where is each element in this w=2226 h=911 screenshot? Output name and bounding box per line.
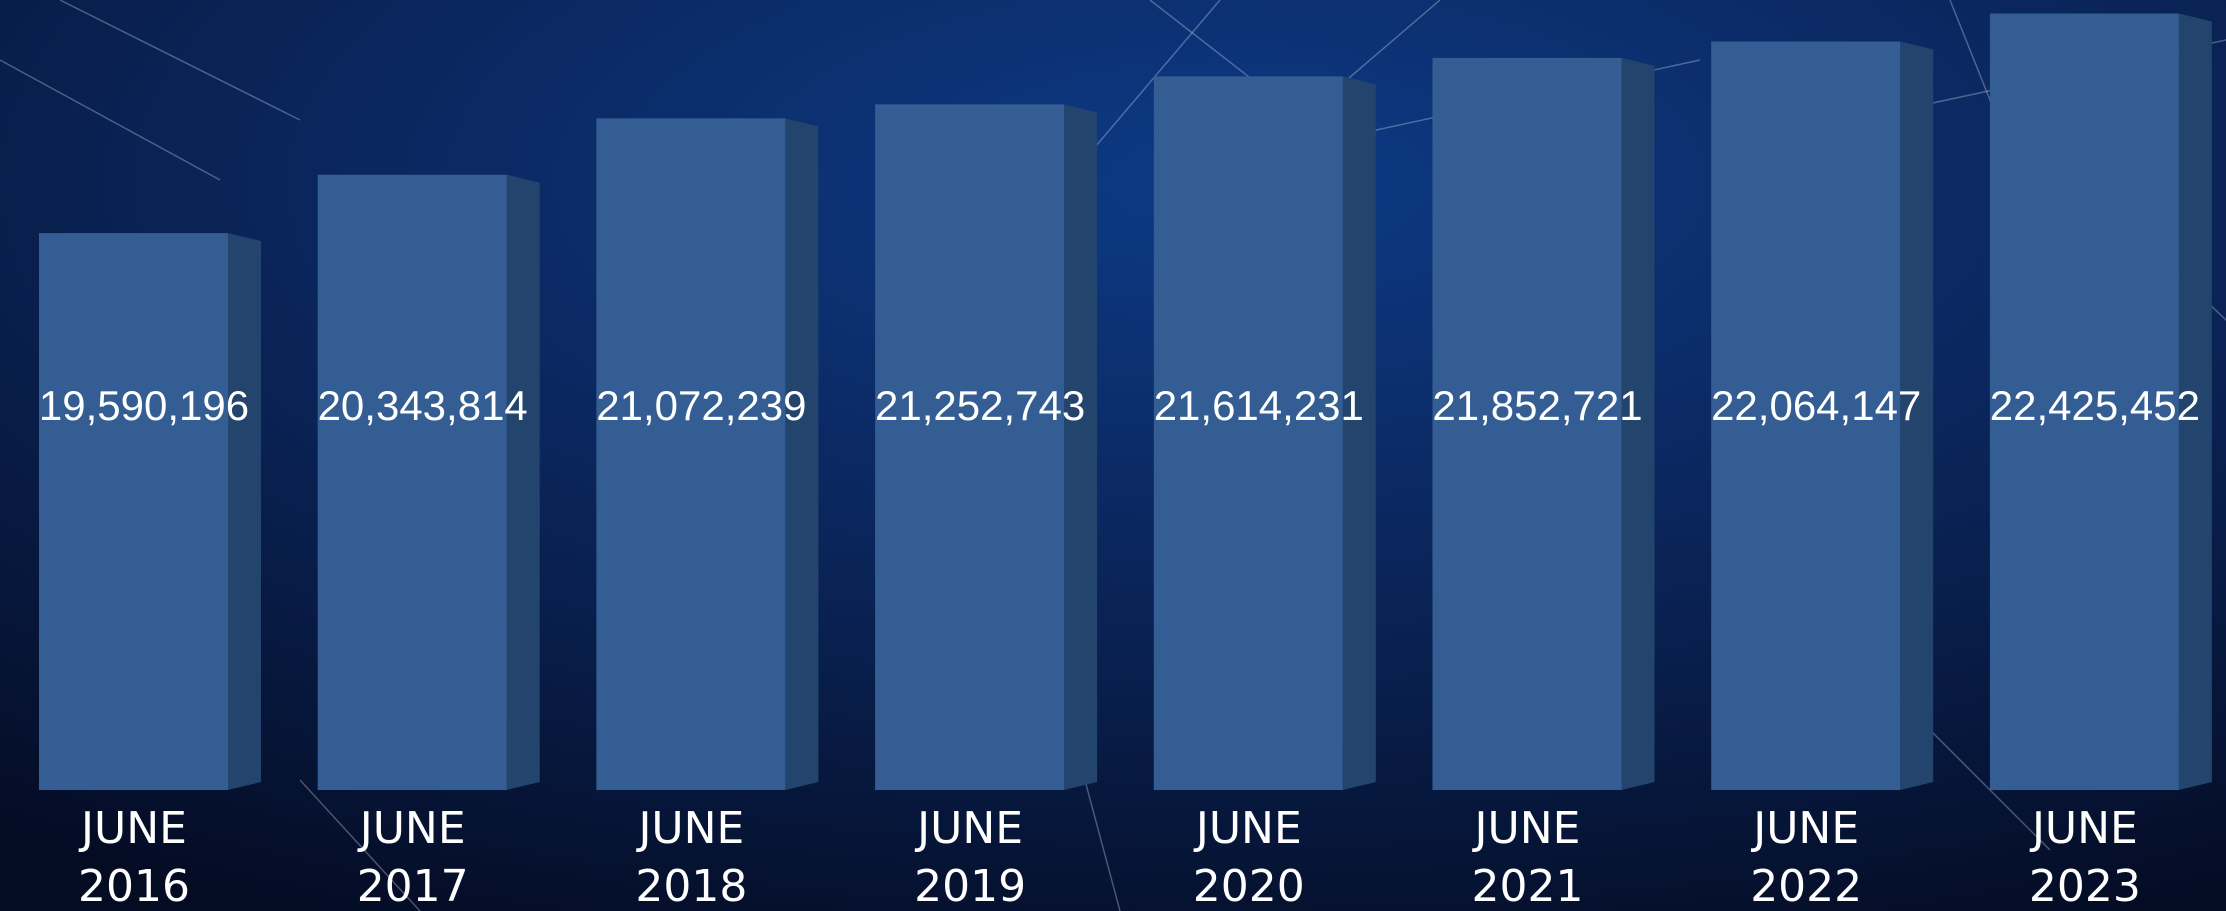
data-label: 22,064,147	[1711, 382, 1921, 429]
bar	[1711, 41, 1901, 791]
bar-side	[1621, 57, 1655, 790]
bar-side	[1900, 41, 1934, 791]
bar	[1153, 76, 1343, 791]
bar	[596, 118, 786, 790]
data-label: 21,614,231	[1154, 382, 1364, 429]
x-tick-label: JUNE 2020	[1192, 803, 1305, 911]
data-label: 20,343,814	[318, 382, 528, 429]
x-tick-label: JUNE 2019	[914, 803, 1027, 911]
bar	[875, 104, 1065, 790]
bar-side	[2178, 13, 2212, 790]
data-label: 21,072,239	[596, 382, 806, 429]
bar	[1989, 13, 2179, 790]
bar-side	[1342, 76, 1376, 791]
x-tick-label: JUNE 2016	[78, 803, 190, 911]
bar	[1432, 57, 1622, 790]
x-tick-label: JUNE 2017	[356, 803, 469, 911]
data-label: 21,252,743	[875, 382, 1085, 429]
bar-side	[1064, 104, 1098, 790]
data-label: 21,852,721	[1432, 382, 1642, 429]
bar	[39, 233, 228, 790]
bar-side	[785, 118, 819, 790]
x-tick-label: JUNE 2021	[1471, 803, 1584, 911]
x-tick-label: JUNE 2023	[2028, 803, 2141, 911]
bar-side	[506, 174, 540, 790]
data-label: 19,590,196	[39, 382, 249, 429]
data-label: 22,425,452	[1990, 382, 2200, 429]
x-tick-label: JUNE 2022	[1750, 803, 1863, 911]
bar	[317, 174, 507, 790]
bar-side	[228, 233, 261, 790]
x-tick-label: JUNE 2018	[635, 803, 748, 911]
